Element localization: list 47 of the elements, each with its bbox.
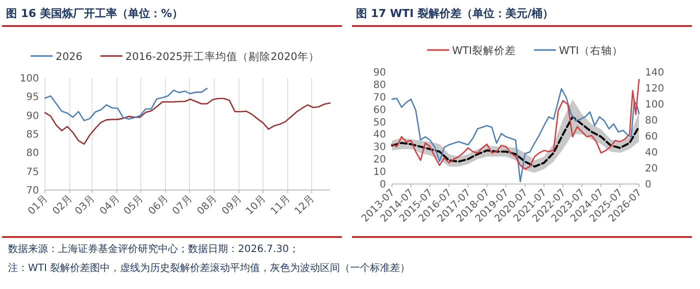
- line-series: [391, 78, 640, 170]
- y-tick-label: 60: [373, 104, 386, 116]
- chart-title: 图 16 美国炼厂开工率（单位：%）: [6, 7, 183, 20]
- y2-tick-label: 40: [645, 148, 658, 158]
- x-tick-label: 12月: [292, 193, 317, 218]
- y-tick-label: 20: [373, 154, 386, 166]
- y2-tick-label: 100: [645, 100, 664, 110]
- line-series: [44, 88, 208, 122]
- x-tick-label: 02月: [51, 193, 75, 218]
- y-tick-label: 95: [26, 92, 39, 104]
- y-tick-label: 50: [373, 117, 386, 128]
- line-series: [44, 98, 331, 145]
- x-tick-label: 04月: [98, 193, 122, 218]
- y2-tick-label: 20: [645, 164, 658, 174]
- line-series: [391, 116, 640, 168]
- x-tick-label: 05月: [122, 193, 146, 218]
- y-tick-label: 80: [26, 148, 39, 160]
- source-note: 数据来源：上海证券基金评价研究中心；数据日期：2026.7.30；: [8, 243, 299, 255]
- x-tick-label: 10月: [244, 193, 268, 218]
- x-tick-label: 07月: [170, 193, 195, 218]
- text: 注：WTI 裂解价差图中，虚线为历史裂解价差滚动平均值，灰色为波动区间（一个标准差）: [8, 262, 410, 274]
- x-tick-label: 03月: [73, 193, 98, 218]
- y-tick-label: 40: [373, 130, 386, 141]
- legend-label: WTI（右轴）: [559, 44, 623, 57]
- chart-title: 图 17 WTI 裂解价差（单位：美元/桶）: [356, 7, 554, 20]
- y-tick-label: 85: [26, 130, 39, 140]
- y-tick-label: 90: [373, 68, 386, 78]
- y2-tick-label: 60: [645, 132, 658, 142]
- x-tick-label: 09月: [220, 193, 244, 218]
- y2-tick-label: 80: [645, 116, 658, 126]
- y-tick-label: 100: [20, 74, 39, 84]
- legend-label: 2016-2025开工率均值（剔除2020年）: [125, 50, 320, 63]
- y-tick-label: 10: [373, 167, 386, 178]
- y-tick-label: 80: [373, 80, 386, 91]
- legend-label: WTI裂解价差: [452, 45, 516, 57]
- y-tick-label: 90: [26, 110, 39, 122]
- y-tick-label: 30: [373, 142, 386, 154]
- y-tick-label: 70: [373, 92, 386, 104]
- y-tick-label: 75: [26, 166, 39, 178]
- legend-label: 2026: [56, 51, 83, 63]
- x-tick-label: 06月: [146, 193, 171, 218]
- y-tick-label: 0: [380, 180, 386, 190]
- y2-tick-label: 120: [645, 84, 664, 94]
- x-tick-label: 11月: [268, 193, 293, 218]
- y2-tick-label: 0: [645, 180, 652, 190]
- y2-tick-label: 140: [645, 68, 664, 78]
- x-tick-label: 08月: [196, 193, 220, 218]
